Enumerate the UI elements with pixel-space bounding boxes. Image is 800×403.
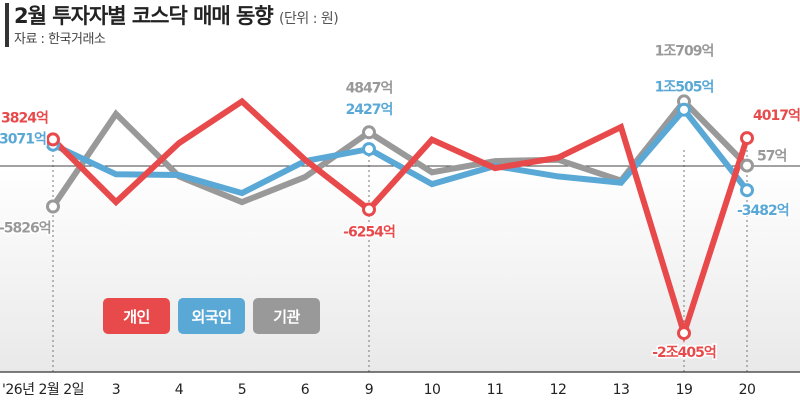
data-label-1-5: 2427억 [346,102,393,118]
legend-swatch-2 [253,298,320,334]
point-marker-2-11 [740,158,754,173]
point-marker-0-11 [740,131,754,146]
x-tick-label-0: '26년 2월 2일 [2,382,84,398]
data-label-0-0: 3824억 [1,110,48,126]
x-tick-label-9: 13 [613,382,630,398]
data-label-1-0: 3071억 [0,132,46,148]
x-tick-label-10: 19 [676,382,693,398]
x-tick-label-7: 11 [487,382,504,398]
x-tick-label-8: 12 [550,382,567,398]
x-tick-label-5: 9 [365,382,373,398]
data-label-2-0: -5826억 [0,221,51,237]
x-tick-label-6: 10 [424,382,441,398]
x-tick-label-1: 3 [112,382,120,398]
legend-label-1: 외국인 [192,308,232,326]
page-title: 2월 투자자별 코스닥 매매 동향 (단위 : 원) [14,0,339,30]
x-tick-label-11: 20 [739,382,756,398]
data-label-2-10: 1조709억 [655,43,714,59]
x-tick-label-4: 6 [301,382,310,398]
series-line-0 [50,97,750,344]
legend-label-2: 기관 [273,308,300,326]
legend-swatch-0 [103,298,170,334]
point-marker-2-0 [46,199,60,214]
data-label-2-11: 57억 [757,149,786,165]
data-label-1-11: -3482억 [737,203,789,219]
title-accent-bar [5,3,9,47]
data-label-1-10: 1조505억 [655,80,714,96]
point-marker-1-10 [677,102,691,117]
point-marker-0-0 [46,132,60,147]
point-marker-1-11 [740,183,754,198]
source-label: 자료 : 한국거래소 [14,32,106,47]
data-label-0-10: -2조405억 [652,345,716,361]
point-marker-1-5 [362,142,376,157]
unit-label: (단위 : 원) [279,11,339,27]
title-text: 2월 투자자별 코스닥 매매 동향 [14,4,274,28]
data-label-0-5: -6254억 [343,225,395,241]
point-marker-0-10 [677,326,691,341]
data-label-2-5: 4847억 [346,80,393,96]
point-marker-0-5 [362,202,376,217]
x-tick-label-2: 4 [175,382,184,398]
legend-swatch-1 [178,298,245,334]
data-label-0-11: 4017억 [753,108,800,124]
x-tick-label-3: 5 [238,382,246,398]
point-marker-2-5 [362,125,376,140]
legend-label-0: 개인 [123,308,150,326]
header: 2월 투자자별 코스닥 매매 동향 (단위 : 원) 자료 : 한국거래소 [0,0,800,52]
